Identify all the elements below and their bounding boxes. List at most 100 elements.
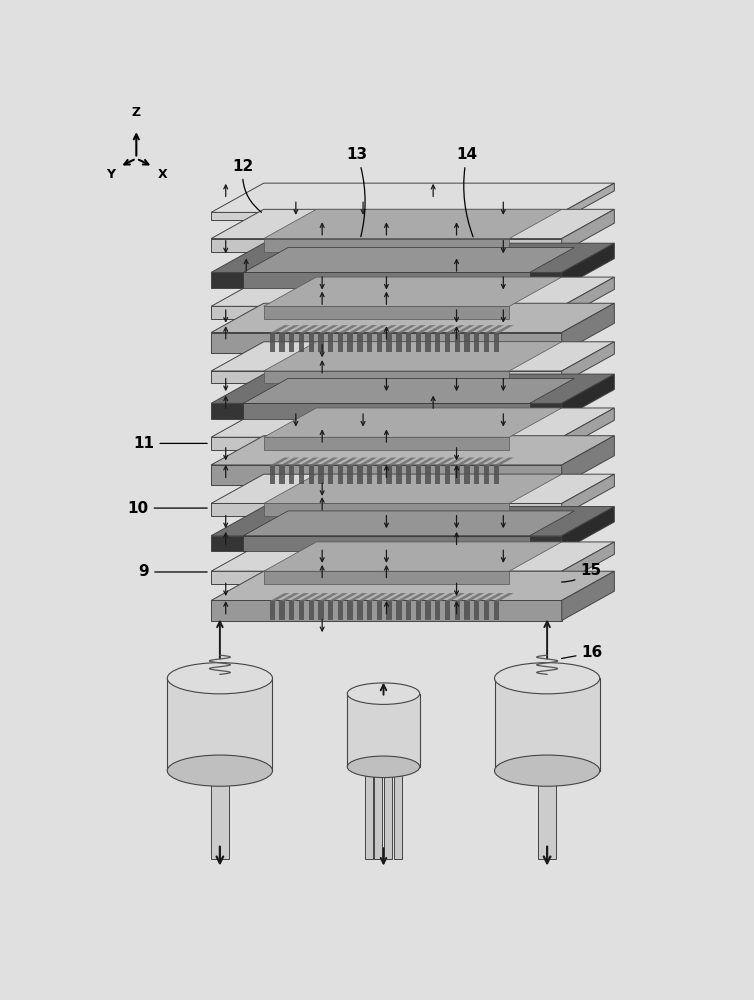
Polygon shape: [406, 458, 426, 466]
Polygon shape: [425, 325, 446, 333]
Polygon shape: [484, 466, 489, 484]
Polygon shape: [338, 333, 343, 352]
Polygon shape: [474, 593, 494, 601]
Polygon shape: [377, 458, 397, 466]
Polygon shape: [365, 767, 373, 859]
Polygon shape: [415, 593, 436, 601]
Polygon shape: [386, 601, 392, 620]
Polygon shape: [299, 466, 304, 484]
Polygon shape: [264, 277, 562, 306]
Polygon shape: [279, 325, 299, 333]
Polygon shape: [474, 601, 480, 620]
Polygon shape: [318, 458, 339, 466]
Polygon shape: [396, 601, 402, 620]
Polygon shape: [211, 507, 615, 536]
Text: X: X: [158, 168, 167, 181]
Polygon shape: [562, 183, 615, 220]
Polygon shape: [289, 458, 309, 466]
Polygon shape: [211, 333, 562, 353]
Polygon shape: [279, 333, 285, 352]
Polygon shape: [264, 542, 562, 571]
Polygon shape: [279, 593, 299, 601]
Polygon shape: [357, 325, 377, 333]
Polygon shape: [211, 542, 615, 571]
Polygon shape: [328, 466, 333, 484]
Polygon shape: [244, 248, 575, 272]
Polygon shape: [562, 277, 615, 319]
Polygon shape: [396, 458, 416, 466]
Polygon shape: [328, 325, 348, 333]
Polygon shape: [328, 333, 333, 352]
Text: 15: 15: [562, 563, 602, 582]
Polygon shape: [264, 437, 509, 450]
Polygon shape: [562, 342, 615, 383]
Polygon shape: [445, 466, 450, 484]
Polygon shape: [484, 601, 489, 620]
Polygon shape: [357, 466, 363, 484]
Polygon shape: [211, 436, 615, 465]
Polygon shape: [406, 466, 411, 484]
Polygon shape: [289, 593, 309, 601]
Polygon shape: [357, 333, 363, 352]
Polygon shape: [264, 408, 562, 437]
Polygon shape: [264, 342, 562, 371]
Polygon shape: [348, 601, 353, 620]
Polygon shape: [373, 767, 382, 859]
Polygon shape: [435, 333, 440, 352]
Polygon shape: [211, 277, 615, 306]
Polygon shape: [299, 333, 304, 352]
Polygon shape: [396, 466, 402, 484]
Polygon shape: [348, 466, 353, 484]
Polygon shape: [484, 333, 489, 352]
Polygon shape: [386, 458, 406, 466]
Polygon shape: [425, 458, 446, 466]
Polygon shape: [435, 325, 455, 333]
Polygon shape: [562, 507, 615, 551]
Polygon shape: [328, 593, 348, 601]
Polygon shape: [445, 458, 465, 466]
Polygon shape: [264, 474, 562, 503]
Polygon shape: [386, 325, 406, 333]
Polygon shape: [495, 678, 599, 771]
Polygon shape: [244, 536, 529, 551]
Polygon shape: [396, 333, 402, 352]
Polygon shape: [396, 325, 416, 333]
Polygon shape: [425, 333, 431, 352]
Polygon shape: [289, 325, 309, 333]
Ellipse shape: [495, 663, 599, 694]
Polygon shape: [377, 325, 397, 333]
Polygon shape: [308, 601, 314, 620]
Ellipse shape: [348, 756, 420, 778]
Polygon shape: [211, 342, 615, 371]
Polygon shape: [464, 458, 484, 466]
Text: 11: 11: [133, 436, 207, 451]
Polygon shape: [338, 458, 358, 466]
Text: 12: 12: [233, 159, 262, 212]
Polygon shape: [396, 593, 416, 601]
Polygon shape: [167, 678, 272, 771]
Text: Y: Y: [106, 168, 115, 181]
Polygon shape: [377, 601, 382, 620]
Polygon shape: [415, 466, 421, 484]
Polygon shape: [474, 458, 494, 466]
Polygon shape: [455, 333, 460, 352]
Polygon shape: [386, 593, 406, 601]
Polygon shape: [279, 466, 285, 484]
Polygon shape: [562, 408, 615, 450]
Text: Z: Z: [132, 106, 141, 119]
Polygon shape: [474, 325, 494, 333]
Polygon shape: [211, 465, 562, 485]
Polygon shape: [264, 306, 509, 319]
Polygon shape: [308, 325, 329, 333]
Polygon shape: [386, 466, 392, 484]
Polygon shape: [562, 542, 615, 584]
Polygon shape: [211, 239, 562, 252]
Polygon shape: [357, 593, 377, 601]
Polygon shape: [445, 601, 450, 620]
Polygon shape: [484, 593, 504, 601]
Polygon shape: [211, 306, 562, 319]
Polygon shape: [211, 600, 562, 620]
Polygon shape: [367, 325, 387, 333]
Polygon shape: [270, 601, 275, 620]
Polygon shape: [211, 209, 615, 239]
